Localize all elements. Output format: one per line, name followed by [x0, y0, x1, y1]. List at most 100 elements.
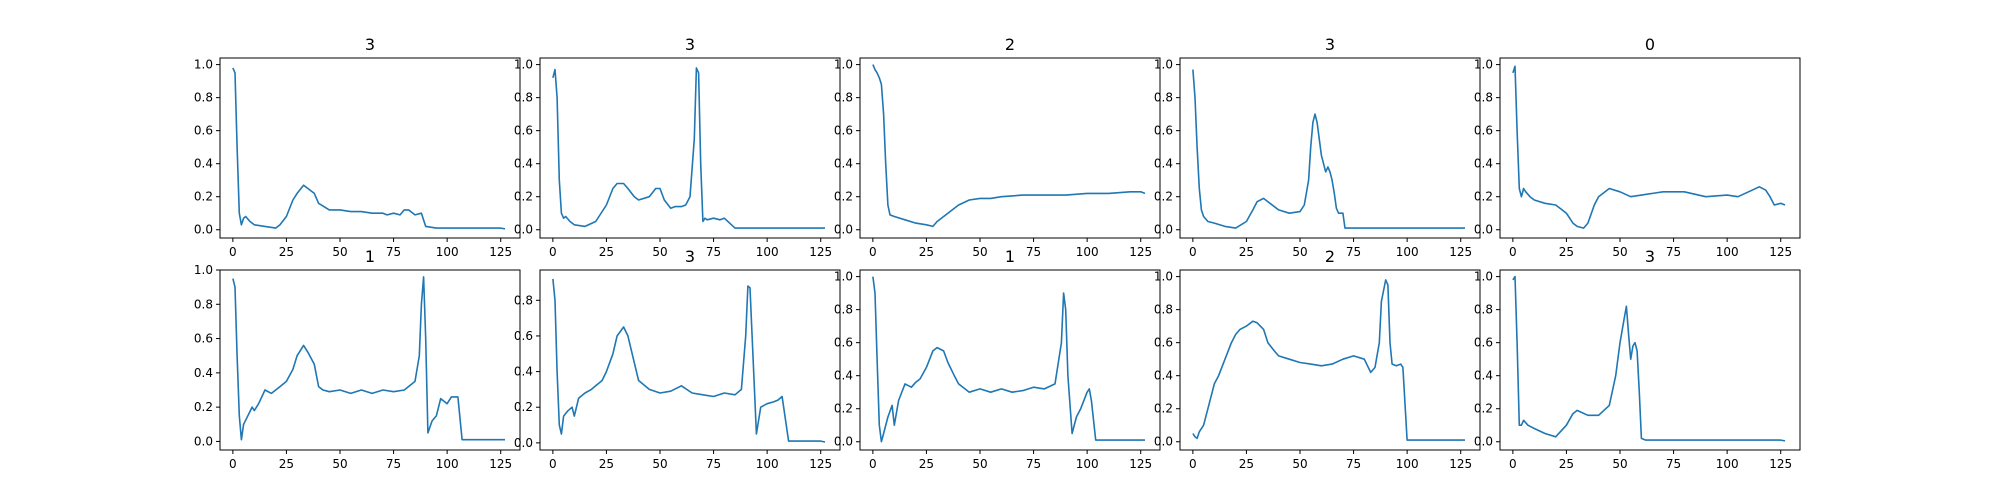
y-tick-label: 1.0	[834, 270, 853, 284]
x-tick-label: 125	[1769, 245, 1792, 259]
axes-frame	[1499, 57, 1801, 239]
x-tick-label: 125	[1129, 457, 1152, 471]
x-tick-label: 25	[919, 245, 934, 259]
series-line	[232, 276, 505, 441]
y-tick-label: 0.6	[834, 336, 853, 350]
x-tick-label: 0	[869, 457, 877, 471]
x-tick-label: 0	[1189, 457, 1197, 471]
x-tick-label: 75	[1346, 245, 1361, 259]
series-line	[1192, 279, 1465, 441]
y-tick-label: 0.6	[194, 332, 213, 346]
x-tick-label: 100	[1716, 457, 1739, 471]
y-tick-label: 1.0	[1474, 58, 1493, 72]
x-tick-label: 125	[809, 457, 832, 471]
subplot-3: 2 0 25 50 75 100 125 0.0 0.2 0.4 0.6 0.8 1.0	[834, 35, 1161, 259]
x-tick-label: 50	[652, 245, 667, 259]
y-tick-label: 0.0	[194, 223, 213, 237]
x-tick-label: 0	[1509, 245, 1517, 259]
y-tick-label: 0.4	[834, 157, 853, 171]
y-tick-label: 0.2	[514, 400, 533, 414]
x-tick-label: 50	[1292, 245, 1307, 259]
y-tick-label: 0.0	[514, 223, 533, 237]
y-tick-label: 0.0	[514, 436, 533, 450]
x-tick-label: 75	[1026, 245, 1041, 259]
x-tick-label: 100	[436, 457, 459, 471]
x-tick-label: 125	[489, 245, 512, 259]
y-tick-label: 0.4	[514, 365, 533, 379]
series-line	[552, 67, 825, 229]
y-tick-label: 0.4	[194, 366, 213, 380]
x-tick-label: 75	[706, 457, 721, 471]
subplot-title: 2	[1005, 35, 1015, 54]
x-tick-label: 50	[1292, 457, 1307, 471]
subplot-title: 3	[685, 247, 695, 266]
x-tick-label: 50	[332, 457, 347, 471]
subplot-10: 3 0 25 50 75 100 125 0.0 0.2 0.4 0.6 0.8 1.0	[1474, 247, 1801, 471]
series-line	[1512, 65, 1786, 229]
y-tick-label: 0.4	[514, 157, 533, 171]
y-tick-label: 0.2	[514, 190, 533, 204]
x-tick-label: 25	[279, 245, 294, 259]
x-tick-label: 125	[1769, 457, 1792, 471]
subplot-title: 3	[685, 35, 695, 54]
y-tick-label: 1.0	[194, 58, 213, 72]
subplot-title: 3	[1645, 247, 1655, 266]
y-tick-label: 1.0	[514, 58, 533, 72]
subplot-9: 2 0 25 50 75 100 125 0.0 0.2 0.4 0.6 0.8 1.0	[1154, 247, 1481, 471]
axes-frame	[859, 269, 1161, 451]
y-tick-label: 0.8	[514, 91, 533, 105]
subplot-1: 3 0 25 50 75 100 125 0.0 0.2 0.4 0.6 0.8 1.0	[194, 35, 521, 259]
x-tick-label: 125	[489, 457, 512, 471]
x-tick-label: 50	[972, 457, 987, 471]
x-tick-label: 25	[1559, 457, 1574, 471]
y-tick-label: 0.6	[1154, 124, 1173, 138]
x-tick-label: 100	[1076, 457, 1099, 471]
y-tick-label: 0.8	[1474, 91, 1493, 105]
subplot-title: 3	[365, 35, 375, 54]
x-tick-label: 75	[1666, 245, 1681, 259]
y-tick-label: 0.2	[194, 400, 213, 414]
y-tick-label: 0.8	[1154, 303, 1173, 317]
x-tick-label: 100	[1396, 457, 1419, 471]
x-tick-label: 75	[386, 457, 401, 471]
x-tick-label: 100	[1396, 245, 1419, 259]
subplot-title: 1	[365, 247, 375, 266]
y-tick-label: 1.0	[1154, 58, 1173, 72]
x-tick-label: 25	[1239, 245, 1254, 259]
x-tick-label: 50	[1612, 457, 1627, 471]
subplot-title: 2	[1325, 247, 1335, 266]
y-tick-label: 0.4	[834, 369, 853, 383]
subplot-5: 0 0 25 50 75 100 125 0.0 0.2 0.4 0.6 0.8 1.0	[1474, 35, 1801, 259]
axes-frame	[539, 57, 841, 239]
y-tick-label: 0.2	[834, 190, 853, 204]
y-tick-label: 0.6	[834, 124, 853, 138]
y-tick-label: 0.2	[1474, 190, 1493, 204]
y-tick-label: 0.4	[1154, 157, 1173, 171]
x-tick-label: 0	[549, 457, 557, 471]
x-tick-label: 100	[756, 245, 779, 259]
subplot-4: 3 0 25 50 75 100 125 0.0 0.2 0.4 0.6 0.8 1.0	[1154, 35, 1481, 259]
y-tick-label: 0.0	[834, 223, 853, 237]
x-tick-label: 50	[652, 457, 667, 471]
subplot-title: 3	[1325, 35, 1335, 54]
x-tick-label: 25	[919, 457, 934, 471]
x-tick-label: 25	[279, 457, 294, 471]
y-tick-label: 0.0	[1474, 435, 1493, 449]
x-tick-label: 75	[1346, 457, 1361, 471]
y-tick-label: 0.6	[514, 124, 533, 138]
y-tick-label: 0.2	[1154, 190, 1173, 204]
axes-frame	[1179, 269, 1481, 451]
y-tick-label: 0.0	[1154, 223, 1173, 237]
x-tick-label: 75	[386, 245, 401, 259]
axes-frame	[219, 269, 521, 451]
axes-frame	[219, 57, 521, 239]
y-tick-label: 0.8	[194, 91, 213, 105]
series-line	[872, 64, 1146, 228]
y-tick-label: 0.0	[194, 434, 213, 448]
x-tick-label: 25	[599, 245, 614, 259]
y-tick-label: 0.6	[1474, 336, 1493, 350]
y-tick-label: 1.0	[834, 58, 853, 72]
y-tick-label: 1.0	[1474, 270, 1493, 284]
x-tick-label: 100	[436, 245, 459, 259]
